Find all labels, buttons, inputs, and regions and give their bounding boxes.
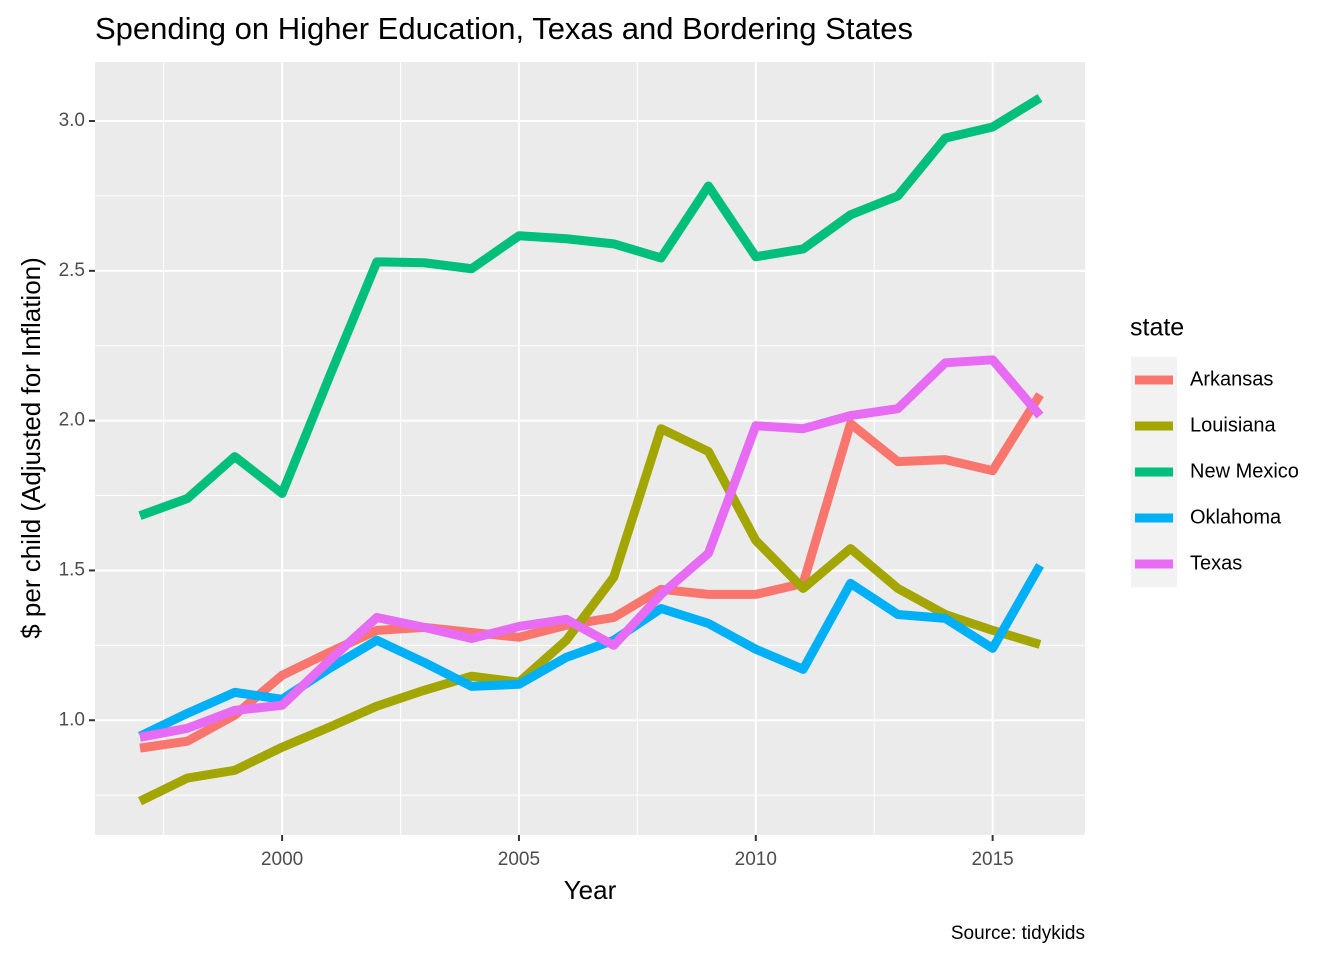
legend-label: Texas — [1190, 552, 1242, 574]
x-tick-label: 2010 — [735, 849, 777, 870]
y-tick-label: 1.0 — [59, 709, 85, 730]
x-axis-label: Year — [564, 875, 617, 905]
y-tick-label: 2.0 — [59, 410, 85, 431]
legend-label: Louisiana — [1190, 414, 1277, 436]
y-tick-label: 3.0 — [59, 110, 85, 131]
line — [139, 355, 1044, 742]
line — [139, 392, 1044, 753]
caption: Source: tidykids — [951, 923, 1085, 944]
legend-label: New Mexico — [1190, 460, 1299, 482]
x-tick-label: 2005 — [498, 849, 540, 870]
line — [138, 94, 1043, 520]
plot-background — [95, 62, 1085, 835]
y-axis-label: $ per child (Adjusted for Inflation) — [16, 257, 46, 639]
x-tick-label: 2000 — [261, 849, 303, 870]
legend-title: state — [1130, 314, 1184, 342]
legend-label: Arkansas — [1190, 368, 1273, 390]
y-tick-label: 2.5 — [59, 260, 85, 281]
legend-label: Oklahoma — [1190, 506, 1282, 528]
chart-title: Spending on Higher Education, Texas and … — [95, 11, 913, 46]
y-tick-label: 1.5 — [59, 559, 85, 580]
line — [138, 424, 1042, 806]
x-tick-label: 2015 — [971, 849, 1013, 870]
